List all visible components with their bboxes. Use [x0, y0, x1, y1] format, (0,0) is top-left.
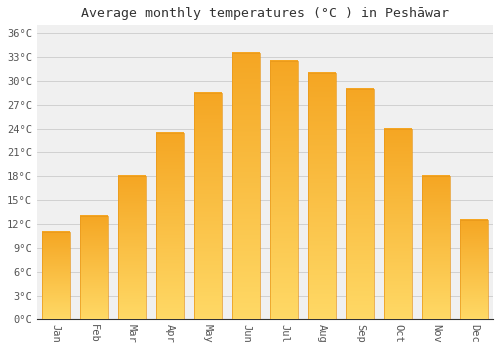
Bar [42, 232, 70, 320]
Bar [308, 73, 336, 320]
Bar [232, 53, 260, 320]
Bar [270, 61, 297, 320]
Bar [384, 129, 411, 320]
Bar [460, 220, 487, 320]
Bar [118, 176, 146, 320]
Bar [80, 216, 108, 320]
Title: Average monthly temperatures (°C ) in Peshāwar: Average monthly temperatures (°C ) in Pe… [81, 7, 449, 20]
Bar [346, 89, 374, 320]
Bar [156, 133, 184, 320]
Bar [422, 176, 450, 320]
Bar [194, 93, 222, 320]
